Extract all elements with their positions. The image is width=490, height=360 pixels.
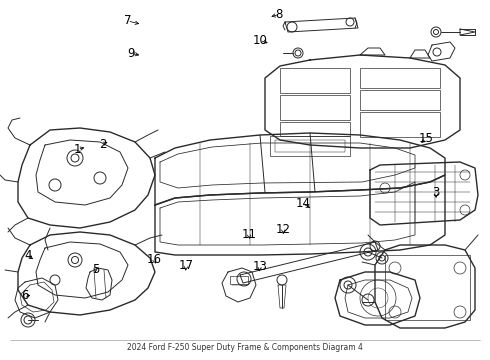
Text: 5: 5 xyxy=(92,263,99,276)
Bar xyxy=(385,255,470,320)
Text: 2024 Ford F-250 Super Duty Frame & Components Diagram 4: 2024 Ford F-250 Super Duty Frame & Compo… xyxy=(127,343,363,352)
Text: 14: 14 xyxy=(295,197,310,210)
Text: 7: 7 xyxy=(123,14,131,27)
Bar xyxy=(275,140,345,152)
Text: 8: 8 xyxy=(275,8,283,21)
Bar xyxy=(280,95,350,120)
Text: 2: 2 xyxy=(99,138,107,150)
Text: 6: 6 xyxy=(21,289,28,302)
Bar xyxy=(270,136,350,156)
Text: 3: 3 xyxy=(432,186,440,199)
Bar xyxy=(280,122,350,136)
Text: 1: 1 xyxy=(74,143,81,156)
Bar xyxy=(360,112,440,137)
Text: 9: 9 xyxy=(127,47,135,60)
Text: 15: 15 xyxy=(419,132,434,145)
Bar xyxy=(360,68,440,88)
Text: 12: 12 xyxy=(276,223,291,236)
Text: 16: 16 xyxy=(147,253,162,266)
Bar xyxy=(360,90,440,110)
Text: 13: 13 xyxy=(252,260,267,273)
Bar xyxy=(230,276,248,284)
Text: 10: 10 xyxy=(252,34,267,47)
Text: 11: 11 xyxy=(242,228,256,240)
Text: 4: 4 xyxy=(24,249,32,262)
Bar xyxy=(280,68,350,93)
Text: 17: 17 xyxy=(179,259,194,272)
